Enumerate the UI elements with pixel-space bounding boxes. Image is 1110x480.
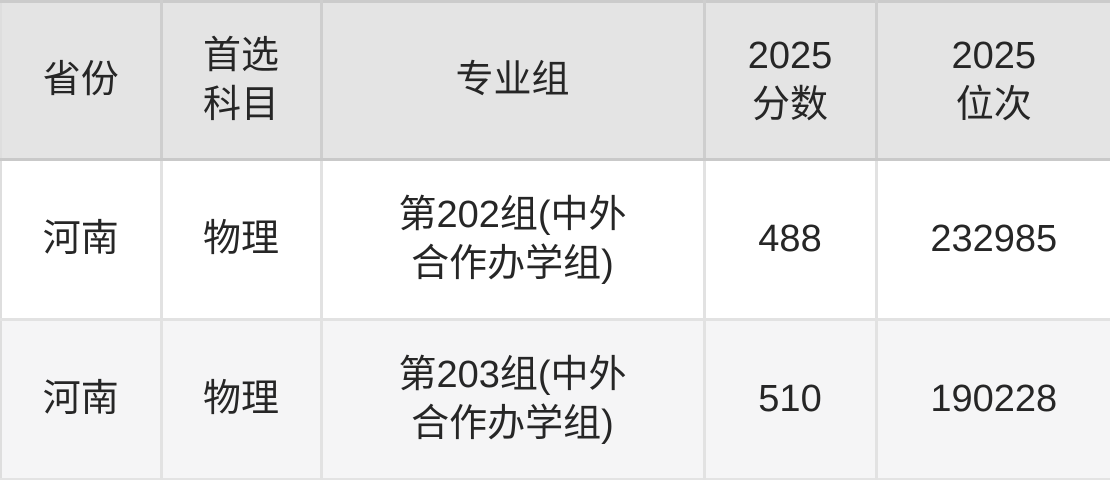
cell-province: 河南 bbox=[1, 319, 163, 480]
cell-subject: 物理 bbox=[161, 319, 323, 480]
header-row: 省份 首选 科目 专业组 2025 分数 2025 位次 bbox=[1, 1, 1110, 161]
table-body: 河南 物理 第202组(中外 合作办学组) 488 232985 河南 物理 第… bbox=[1, 159, 1110, 480]
cell-score: 510 bbox=[704, 319, 878, 480]
table-header: 省份 首选 科目 专业组 2025 分数 2025 位次 bbox=[1, 1, 1110, 161]
cell-major-group: 第203组(中外 合作办学组) bbox=[321, 319, 706, 480]
cell-score: 488 bbox=[704, 159, 878, 321]
cell-rank: 232985 bbox=[876, 159, 1110, 321]
header-cell-major-group: 专业组 bbox=[321, 1, 706, 161]
cell-rank: 190228 bbox=[876, 319, 1110, 480]
header-cell-province: 省份 bbox=[1, 1, 163, 161]
table-row: 河南 物理 第202组(中外 合作办学组) 488 232985 bbox=[1, 159, 1110, 321]
cell-province: 河南 bbox=[1, 159, 163, 321]
cell-subject: 物理 bbox=[161, 159, 323, 321]
table-row: 河南 物理 第203组(中外 合作办学组) 510 190228 bbox=[1, 319, 1110, 480]
cell-major-group: 第202组(中外 合作办学组) bbox=[321, 159, 706, 321]
header-cell-score-2025: 2025 分数 bbox=[704, 1, 878, 161]
header-cell-rank-2025: 2025 位次 bbox=[876, 1, 1110, 161]
header-cell-subject: 首选 科目 bbox=[161, 1, 323, 161]
